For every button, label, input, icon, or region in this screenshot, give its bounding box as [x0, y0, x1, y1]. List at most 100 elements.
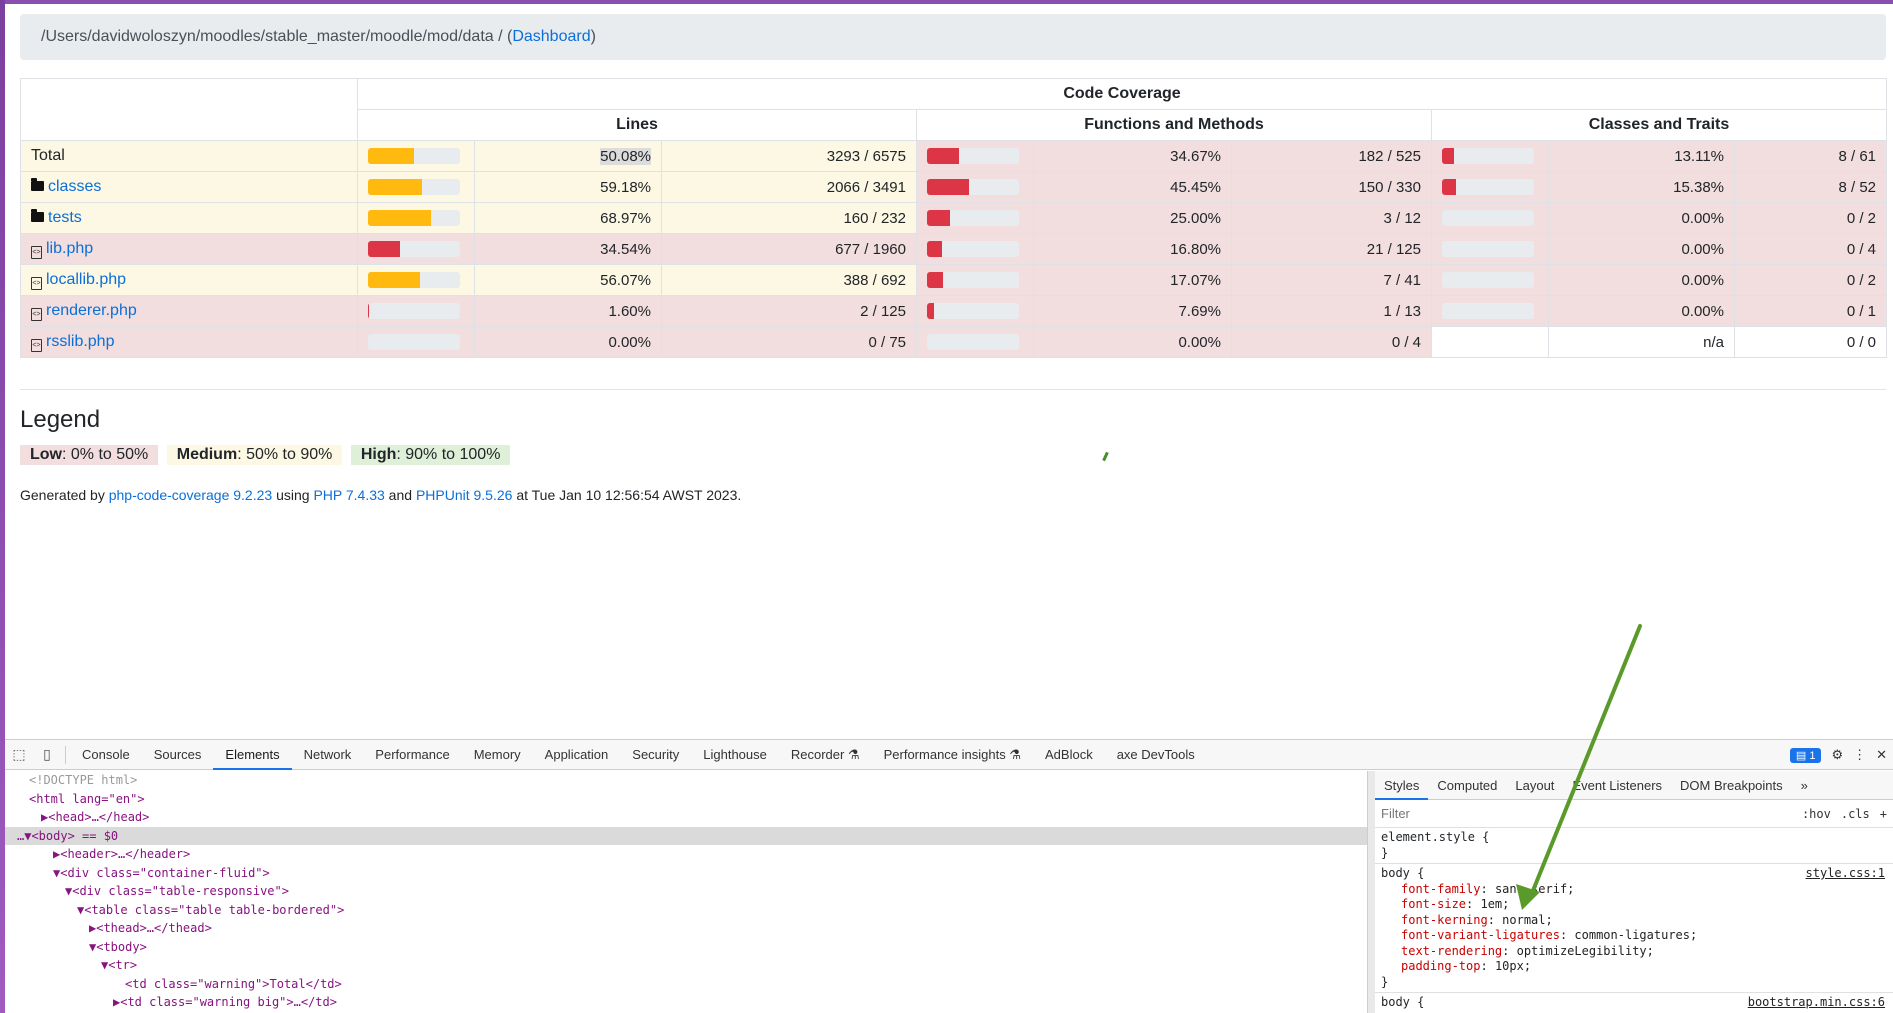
panel-splitter[interactable] [1367, 771, 1375, 1013]
dom-node-line[interactable]: ▼<table class="table table-bordered"> [77, 902, 345, 917]
styles-filter-button[interactable]: + [1879, 806, 1887, 821]
classes-bar-cell [1431, 233, 1549, 265]
dom-node-line[interactable]: ▼<tr> [101, 958, 138, 972]
devtools-tab[interactable]: Sources [153, 746, 202, 762]
lines-bar-cell [357, 202, 475, 234]
funcs-percent: 25.00% [1033, 202, 1232, 234]
devtools-tab[interactable]: Recorder ⚗ [790, 746, 860, 762]
styles-filter-buttons: :hov .cls + [1802, 807, 1887, 821]
dom-node-line[interactable]: ▶<head>…</head> [41, 810, 150, 824]
devtools-tab[interactable]: Elements [213, 740, 292, 770]
devtools-tab[interactable]: Security [632, 746, 680, 762]
messages-badge[interactable]: ▤ 1 [1789, 747, 1822, 763]
coverage-row: Total 50.08% 3293 / 6575 34.67% 182 / 525 13.… [20, 140, 1887, 172]
more-options-icon[interactable]: ⋮ [1853, 747, 1867, 762]
devtools-tab[interactable]: Console [82, 746, 130, 762]
styles-filter-input[interactable]: Filter [1381, 806, 1410, 821]
breadcrumb-dashboard-link[interactable]: Dashboard [512, 28, 591, 45]
classes-percent: 0.00% [1548, 202, 1735, 234]
dom-node-line[interactable]: ▼<div class="table-responsive"> [65, 884, 289, 898]
device-toolbar-icon[interactable]: ▯ [43, 746, 51, 762]
lines-coverage-bar [368, 334, 460, 350]
devtools-tab[interactable]: Memory [473, 746, 521, 762]
funcs-bar-cell [916, 140, 1034, 172]
dom-node-line[interactable]: <td class="warning">Total</td> [125, 976, 342, 991]
css-property[interactable]: font-family: sans-serif; [1401, 881, 1575, 896]
devtools-tab[interactable]: Application [544, 746, 609, 762]
css-property[interactable]: font-kerning: normal; [1401, 912, 1553, 927]
funcs-coverage-bar [927, 148, 1019, 164]
styles-subtab[interactable]: Styles [1375, 771, 1429, 800]
lines-percent: 59.18% [474, 171, 662, 203]
header-functions: Functions and Methods [916, 109, 1432, 141]
generated-footer: Generated by php-code-coverage 9.2.23 us… [20, 487, 742, 503]
styles-subtab[interactable]: DOM Breakpoints [1680, 777, 1783, 793]
devtools-tab[interactable]: axe DevTools [1116, 746, 1195, 762]
inspect-element-icon[interactable]: ⬚ [12, 746, 26, 762]
dom-node-line[interactable]: <html lang="en"> [29, 791, 145, 806]
phpunit-link[interactable]: PHPUnit 9.5.26 [415, 487, 513, 503]
code-file-icon: <> [31, 339, 42, 352]
css-property[interactable]: text-rendering: optimizeLegibility; [1401, 943, 1654, 958]
dom-node-line[interactable]: <!DOCTYPE html> [29, 773, 138, 787]
css-property[interactable]: font-size: 1em; [1401, 897, 1510, 911]
row-link[interactable]: rsslib.php [46, 333, 115, 350]
devtools-tab[interactable]: Network [303, 746, 352, 762]
styles-filter-button[interactable]: :hov [1801, 806, 1831, 821]
lines-fraction: 2 / 125 [661, 295, 917, 327]
lines-coverage-bar [368, 179, 460, 195]
dom-node-line[interactable]: ▶<header>…</header> [53, 847, 191, 861]
classes-bar-cell [1431, 295, 1549, 327]
dom-node-line[interactable]: ▶<thead>…</thead> [89, 921, 212, 935]
window-top-border [0, 0, 1893, 4]
settings-gear-icon[interactable]: ⚙ [1831, 747, 1844, 762]
lines-coverage-bar [368, 210, 460, 226]
lines-coverage-fill [368, 179, 423, 195]
close-icon[interactable]: ✕ [1876, 747, 1887, 762]
bootstrap-source-link[interactable]: bootstrap.min.css:6 [1747, 995, 1885, 1009]
dom-node-line[interactable]: ▼<tbody> [89, 939, 147, 954]
funcs-percent: 7.69% [1033, 295, 1232, 327]
lines-coverage-fill [368, 241, 400, 257]
funcs-coverage-fill [927, 179, 969, 195]
funcs-fraction: 21 / 125 [1231, 233, 1432, 265]
funcs-coverage-fill [927, 148, 959, 164]
body-style-rule[interactable]: body { style.css:1 font-family: sans-ser… [1375, 864, 1893, 993]
css-property[interactable]: font-variant-ligatures: common-ligatures… [1401, 928, 1698, 942]
dom-node-line[interactable]: ▼<div class="container-fluid"> [53, 865, 270, 880]
styles-subtab[interactable]: Layout [1515, 777, 1555, 793]
lines-coverage-fill [368, 210, 432, 226]
row-name-cell: <> rsslib.php [20, 326, 358, 358]
row-link[interactable]: lib.php [46, 240, 94, 257]
header-classes: Classes and Traits [1431, 109, 1887, 141]
styles-subtab[interactable]: » [1800, 777, 1808, 793]
styles-subtab[interactable]: Event Listeners [1572, 777, 1663, 793]
php-code-coverage-link[interactable]: php-code-coverage 9.2.23 [108, 487, 273, 503]
row-link[interactable]: locallib.php [46, 271, 127, 288]
lines-bar-cell [357, 140, 475, 172]
devtools-tab[interactable]: Lighthouse [703, 746, 767, 762]
styles-subtab[interactable]: Computed [1437, 777, 1498, 793]
row-link[interactable]: tests [48, 209, 82, 226]
php-link[interactable]: PHP 7.4.33 [313, 487, 385, 503]
css-property[interactable]: padding-top: 10px; [1401, 959, 1532, 973]
element-style-rule[interactable]: element.style { } [1375, 828, 1893, 864]
styles-filter-button[interactable]: .cls [1840, 806, 1870, 821]
code-file-icon: <> [31, 277, 42, 290]
style-css-source-link[interactable]: style.css:1 [1805, 866, 1885, 880]
devtools-tab[interactable]: Performance [375, 746, 450, 762]
funcs-coverage-fill [927, 303, 935, 319]
bootstrap-body-rule[interactable]: body { bootstrap.min.css:6 [1375, 993, 1893, 1013]
funcs-percent: 34.67% [1033, 140, 1232, 172]
breadcrumb-path: /Users/davidwoloszyn/moodles/stable_mast… [41, 28, 513, 45]
dom-node-line[interactable]: ▶<td class="warning big">…</td> [113, 995, 337, 1009]
row-link[interactable]: renderer.php [46, 302, 137, 319]
classes-fraction: 0 / 2 [1734, 264, 1887, 296]
devtools-tab[interactable]: AdBlock [1045, 746, 1093, 762]
row-link[interactable]: classes [48, 178, 102, 195]
dom-node-line[interactable]: …▼<body> == $0 [5, 826, 1367, 845]
elements-dom-tree[interactable]: <!DOCTYPE html> <html lang="en"> ▶<head>…<… [5, 771, 1367, 1013]
devtools-tab[interactable]: Performance insights ⚗ [883, 746, 1021, 762]
funcs-bar-cell [916, 233, 1034, 265]
coverage-row: <> rsslib.php 0.00% 0 / 75 0.00% 0 / 4 n/a 0 / … [20, 326, 1887, 358]
